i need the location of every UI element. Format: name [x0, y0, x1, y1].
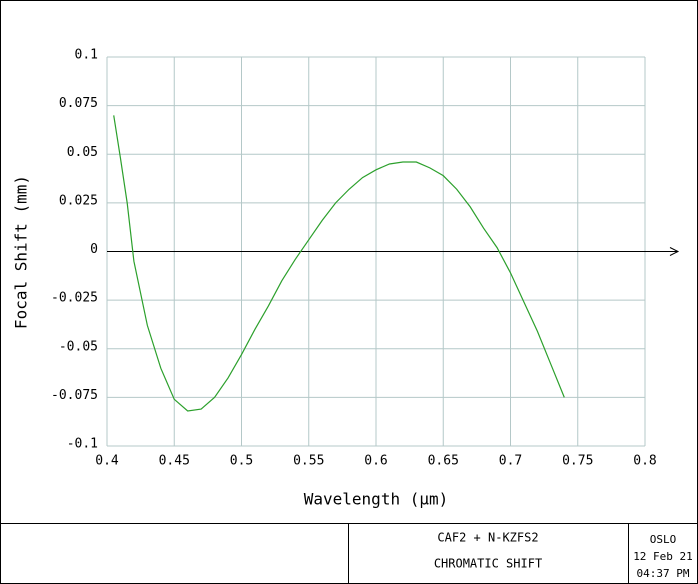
axis-arrow [669, 247, 680, 256]
x-tick-label: 0.55 [293, 454, 324, 469]
footer-subtitle: CHROMATIC SHIFT [434, 557, 542, 571]
x-tick-label: 0.75 [562, 454, 593, 469]
y-tick-label: -0.075 [51, 388, 98, 403]
data-line [113, 115, 565, 412]
footer-time: 04:37 PM [637, 567, 690, 580]
y-tick-label: -0.1 [67, 437, 98, 452]
footer-title: CAF2 + N-KZFS2 [437, 531, 538, 545]
footer-program: OSLO [650, 533, 677, 546]
y-tick-label: 0.025 [59, 193, 98, 208]
x-tick-label: 0.8 [633, 454, 656, 469]
x-axis-label: Wavelength (μm) [304, 490, 449, 509]
x-tick-label: 0.7 [499, 454, 522, 469]
x-tick-label: 0.45 [159, 454, 190, 469]
y-tick-label: 0.05 [67, 145, 98, 160]
y-tick-label: 0 [90, 242, 98, 257]
footer-date: 12 Feb 21 [633, 550, 693, 563]
x-tick-label: 0.6 [364, 454, 387, 469]
y-tick-label: -0.05 [59, 339, 98, 354]
x-tick-label: 0.4 [95, 454, 119, 469]
x-tick-label: 0.5 [230, 454, 253, 469]
y-axis-label: Focal Shift (mm) [12, 175, 31, 329]
y-tick-label: -0.025 [51, 291, 98, 306]
y-tick-label: 0.075 [59, 96, 98, 111]
x-tick-label: 0.65 [428, 454, 459, 469]
y-tick-label: 0.1 [75, 48, 98, 63]
